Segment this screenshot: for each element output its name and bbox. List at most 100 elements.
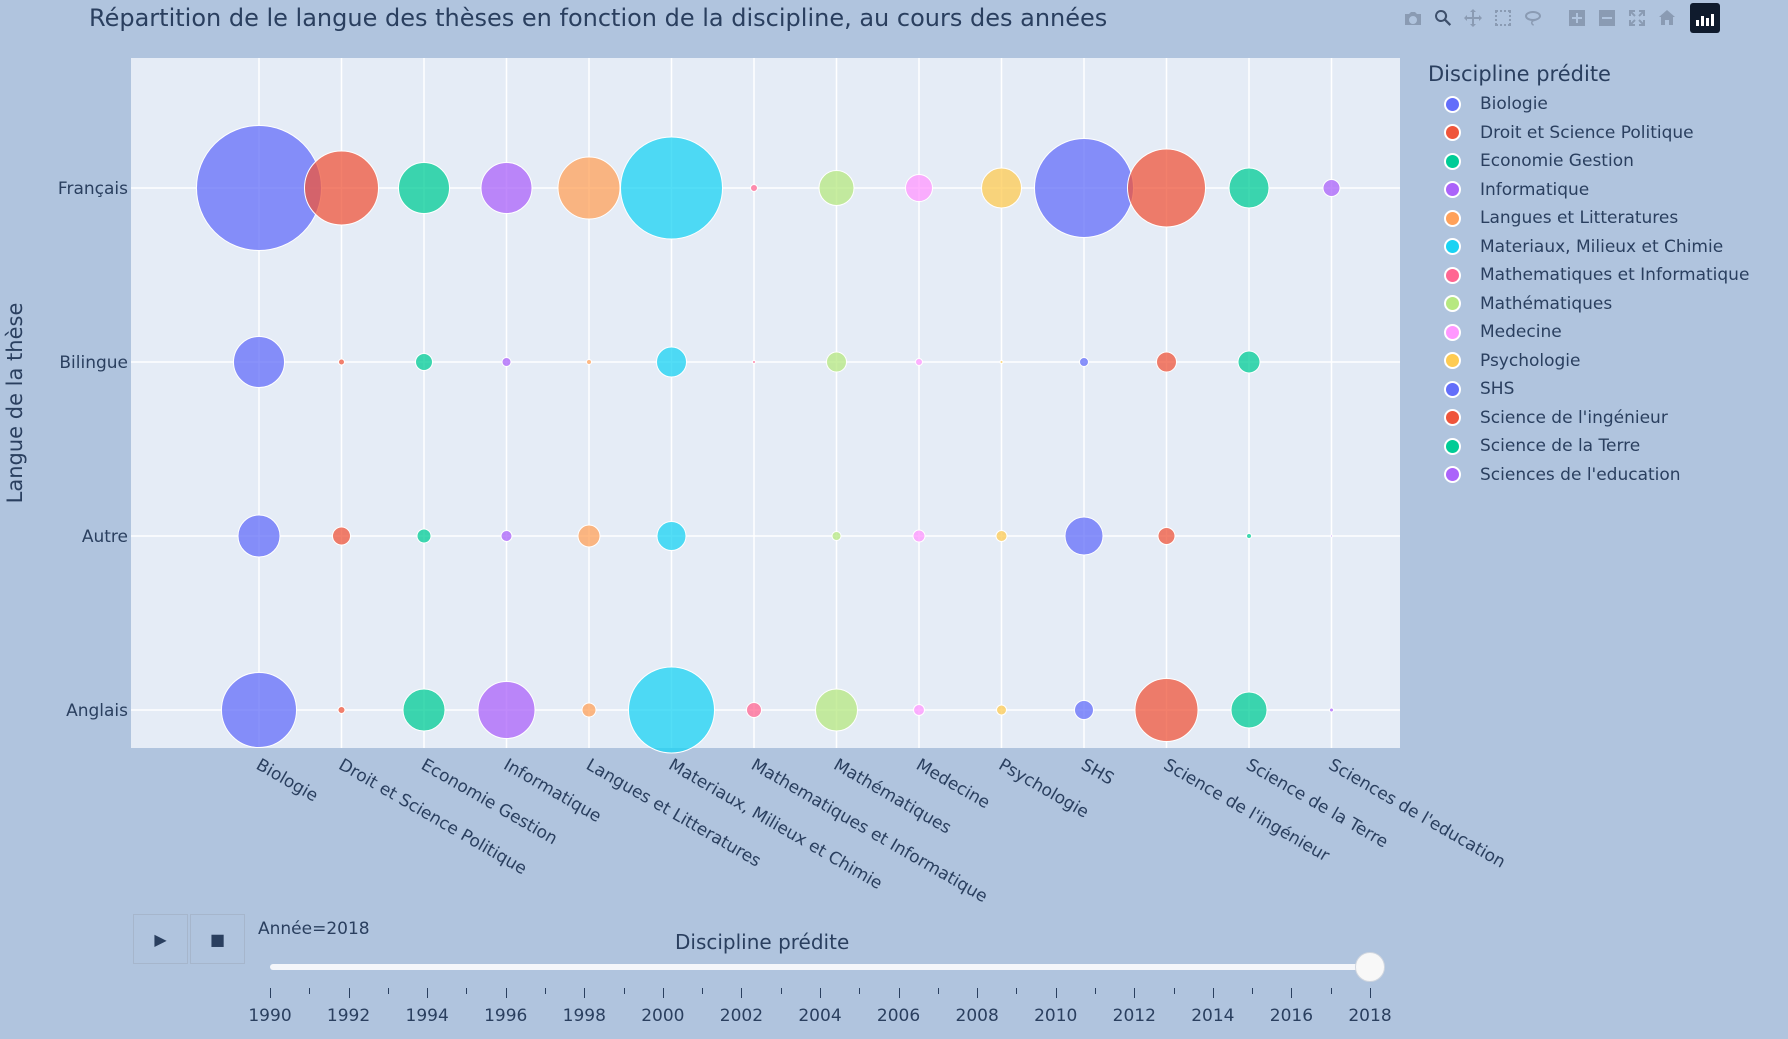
bubble-marker[interactable] (995, 530, 1008, 542)
bubble-marker[interactable] (656, 346, 687, 378)
bubble-marker[interactable] (1064, 516, 1104, 556)
camera-icon[interactable] (1398, 4, 1428, 32)
bubble-marker[interactable] (746, 702, 762, 718)
autoscale-icon[interactable] (1622, 4, 1652, 32)
bubble-marker[interactable] (221, 672, 297, 748)
bubble-marker[interactable] (1228, 167, 1270, 209)
bubble-marker[interactable] (913, 704, 925, 716)
year-tick-label: 2014 (1191, 1006, 1235, 1026)
bubble-marker[interactable] (415, 353, 433, 371)
legend-item[interactable]: Droit et Science Politique (1428, 119, 1749, 148)
bubble-marker[interactable] (477, 681, 536, 739)
year-tick (977, 988, 979, 998)
legend-label: Materiaux, Milieux et Chimie (1480, 236, 1724, 257)
bubble-marker[interactable] (750, 184, 758, 192)
bubble-marker[interactable] (557, 156, 621, 220)
year-tick (1173, 988, 1175, 994)
bubble-marker[interactable] (1074, 700, 1094, 720)
legend-item[interactable]: Science de la Terre (1428, 432, 1749, 461)
zoom-out-icon[interactable] (1592, 4, 1622, 32)
bubble-marker[interactable] (398, 162, 450, 214)
modebar (1398, 3, 1720, 33)
legend-item[interactable]: Psychologie (1428, 347, 1749, 376)
bubble-marker[interactable] (1127, 148, 1206, 228)
legend-item[interactable]: SHS (1428, 375, 1749, 404)
legend-marker-icon (1444, 181, 1461, 199)
bubble-marker[interactable] (577, 524, 601, 548)
bubble-marker[interactable] (915, 358, 923, 366)
year-tick-label: 1996 (484, 1006, 528, 1026)
bubble-marker[interactable] (818, 170, 855, 206)
zoom-icon[interactable] (1428, 4, 1458, 32)
bubble-marker[interactable] (337, 706, 346, 714)
legend-item[interactable]: Materiaux, Milieux et Chimie (1428, 233, 1749, 262)
bubble-marker[interactable] (752, 360, 756, 364)
legend-item[interactable]: Mathématiques (1428, 290, 1749, 319)
bubble-marker[interactable] (402, 688, 446, 732)
bubble-marker[interactable] (656, 521, 687, 551)
bubble-marker[interactable] (237, 514, 281, 558)
year-tick-label: 2016 (1269, 1006, 1314, 1026)
bubble-marker[interactable] (815, 688, 858, 732)
bubble-marker[interactable] (1230, 691, 1268, 729)
home-icon[interactable] (1652, 4, 1682, 32)
bubble-marker[interactable] (981, 167, 1022, 209)
y-tick-label: Bilingue (59, 353, 128, 373)
year-tick (1291, 988, 1293, 998)
bubble-marker[interactable] (501, 357, 512, 367)
bubble-marker[interactable] (999, 360, 1004, 364)
bubble-marker[interactable] (905, 174, 933, 202)
x-tick-label: Psychologie (995, 755, 1092, 823)
legend-item[interactable]: Langues et Litteratures (1428, 204, 1749, 233)
plotly-logo-icon[interactable] (1690, 3, 1720, 33)
bubble-marker[interactable] (996, 704, 1007, 716)
bubble-marker[interactable] (620, 136, 723, 240)
bubble-marker[interactable] (332, 526, 351, 546)
legend-item[interactable]: Informatique (1428, 176, 1749, 205)
stop-button[interactable]: ■ (190, 914, 245, 964)
box-select-icon[interactable] (1488, 4, 1518, 32)
play-button[interactable]: ▶ (133, 914, 188, 964)
bubble-marker[interactable] (196, 125, 322, 251)
bubble-marker[interactable] (304, 150, 379, 226)
bubble-marker[interactable] (480, 162, 533, 214)
year-slider-track[interactable] (270, 964, 1370, 970)
year-tick-label: 2008 (955, 1006, 999, 1026)
bubble-marker[interactable] (1237, 350, 1261, 374)
bubble-marker[interactable] (1079, 357, 1089, 367)
y-tick-label: Français (58, 179, 128, 199)
bubble-marker[interactable] (1134, 678, 1199, 742)
legend-item[interactable]: Biologie (1428, 90, 1749, 119)
legend-label: Langues et Litteratures (1480, 208, 1679, 229)
bubble-marker[interactable] (1330, 534, 1333, 538)
legend-item[interactable]: Mathematiques et Informatique (1428, 261, 1749, 290)
zoom-in-icon[interactable] (1562, 4, 1592, 32)
bubble-marker[interactable] (1156, 351, 1177, 373)
legend-item[interactable]: Economie Gestion (1428, 147, 1749, 176)
bubble-marker[interactable] (912, 529, 926, 543)
bubble-marker[interactable] (628, 666, 715, 754)
bubble-marker[interactable] (1329, 707, 1334, 713)
legend-item[interactable]: Science de l'ingénieur (1428, 404, 1749, 433)
year-tick (427, 988, 429, 998)
bubble-marker[interactable] (416, 528, 432, 544)
bubble-marker[interactable] (233, 336, 285, 388)
bubble-marker[interactable] (581, 702, 597, 718)
bubble-marker[interactable] (1034, 138, 1134, 238)
legend-item[interactable]: Medecine (1428, 318, 1749, 347)
bubble-marker[interactable] (831, 531, 842, 541)
legend-item[interactable]: Sciences de l'education (1428, 461, 1749, 490)
legend-marker-icon (1444, 152, 1461, 170)
bubble-marker[interactable] (1322, 179, 1341, 197)
year-slider-handle[interactable] (1355, 952, 1385, 982)
bubble-marker[interactable] (826, 351, 847, 373)
bubble-marker[interactable] (586, 359, 592, 365)
bubble-marker[interactable] (1157, 527, 1176, 545)
lasso-icon[interactable] (1518, 4, 1548, 32)
pan-icon[interactable] (1458, 4, 1488, 32)
bubble-marker[interactable] (1246, 533, 1252, 539)
bubble-marker[interactable] (500, 530, 513, 542)
year-tick (662, 988, 664, 998)
year-tick (1330, 988, 1332, 994)
bubble-marker[interactable] (338, 358, 345, 366)
